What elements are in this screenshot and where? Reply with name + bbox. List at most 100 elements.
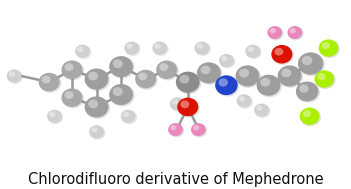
Circle shape	[236, 66, 261, 88]
Circle shape	[278, 65, 302, 87]
Circle shape	[270, 28, 276, 33]
Circle shape	[267, 26, 282, 39]
Circle shape	[302, 56, 312, 65]
Circle shape	[176, 72, 201, 94]
Text: Chlorodifluoro derivative of Mephedrone: Chlorodifluoro derivative of Mephedrone	[28, 172, 323, 187]
Circle shape	[121, 110, 137, 124]
Circle shape	[109, 56, 133, 77]
Circle shape	[300, 108, 319, 125]
Circle shape	[319, 40, 340, 58]
Circle shape	[219, 78, 228, 87]
Circle shape	[197, 62, 221, 83]
Circle shape	[239, 96, 245, 102]
Circle shape	[85, 97, 110, 119]
Circle shape	[193, 125, 199, 130]
Circle shape	[7, 70, 23, 84]
Circle shape	[135, 70, 158, 90]
Circle shape	[180, 100, 189, 108]
Circle shape	[215, 75, 238, 95]
Circle shape	[170, 97, 185, 110]
Circle shape	[315, 71, 336, 89]
Circle shape	[7, 69, 21, 82]
Circle shape	[85, 68, 108, 90]
Circle shape	[245, 45, 260, 58]
Circle shape	[178, 98, 200, 118]
Circle shape	[85, 96, 108, 118]
Circle shape	[257, 75, 282, 97]
Circle shape	[278, 66, 303, 88]
Circle shape	[124, 42, 139, 55]
Circle shape	[153, 42, 168, 56]
Circle shape	[268, 27, 284, 40]
Circle shape	[197, 63, 223, 85]
Circle shape	[194, 42, 209, 55]
Circle shape	[272, 45, 294, 65]
Circle shape	[126, 43, 133, 49]
Circle shape	[296, 82, 320, 103]
Circle shape	[76, 45, 91, 59]
Circle shape	[322, 42, 330, 49]
Circle shape	[197, 43, 203, 49]
Circle shape	[159, 63, 168, 71]
Circle shape	[296, 81, 318, 101]
Circle shape	[121, 110, 135, 123]
Circle shape	[110, 57, 135, 79]
Circle shape	[257, 75, 280, 96]
Circle shape	[256, 105, 263, 111]
Circle shape	[237, 95, 253, 108]
Circle shape	[314, 70, 334, 88]
Circle shape	[123, 112, 129, 117]
Circle shape	[299, 84, 309, 93]
Circle shape	[255, 104, 270, 118]
Circle shape	[239, 69, 249, 77]
Circle shape	[220, 55, 235, 68]
Circle shape	[191, 123, 206, 136]
Circle shape	[47, 110, 62, 123]
Circle shape	[88, 72, 98, 81]
Circle shape	[177, 98, 198, 116]
Circle shape	[319, 39, 338, 57]
Circle shape	[274, 48, 283, 56]
Circle shape	[62, 89, 84, 108]
Circle shape	[254, 104, 269, 117]
Circle shape	[61, 88, 82, 107]
Circle shape	[317, 73, 326, 80]
Circle shape	[42, 76, 51, 83]
Circle shape	[75, 45, 90, 58]
Circle shape	[298, 52, 323, 75]
Circle shape	[154, 43, 161, 49]
Circle shape	[109, 84, 133, 105]
Circle shape	[125, 42, 140, 56]
Circle shape	[303, 110, 311, 117]
Circle shape	[113, 87, 123, 96]
Circle shape	[39, 73, 61, 93]
Circle shape	[179, 75, 190, 84]
Circle shape	[172, 99, 178, 105]
Circle shape	[246, 45, 261, 59]
Circle shape	[110, 84, 135, 107]
Circle shape	[48, 110, 63, 124]
Circle shape	[168, 123, 183, 136]
Circle shape	[271, 45, 292, 64]
Circle shape	[195, 42, 211, 56]
Circle shape	[90, 126, 105, 139]
Circle shape	[298, 53, 325, 76]
Circle shape	[236, 65, 259, 87]
Circle shape	[288, 27, 304, 40]
Circle shape	[152, 42, 167, 55]
Circle shape	[9, 71, 15, 77]
Circle shape	[200, 65, 211, 74]
Circle shape	[88, 100, 98, 108]
Circle shape	[61, 60, 82, 79]
Circle shape	[281, 69, 291, 77]
Circle shape	[49, 112, 55, 117]
Circle shape	[169, 124, 184, 137]
Circle shape	[290, 28, 296, 33]
Circle shape	[170, 125, 177, 130]
Circle shape	[216, 76, 239, 97]
Circle shape	[221, 56, 227, 61]
Circle shape	[85, 69, 110, 91]
Circle shape	[113, 59, 123, 68]
Circle shape	[171, 98, 186, 112]
Circle shape	[260, 78, 270, 87]
